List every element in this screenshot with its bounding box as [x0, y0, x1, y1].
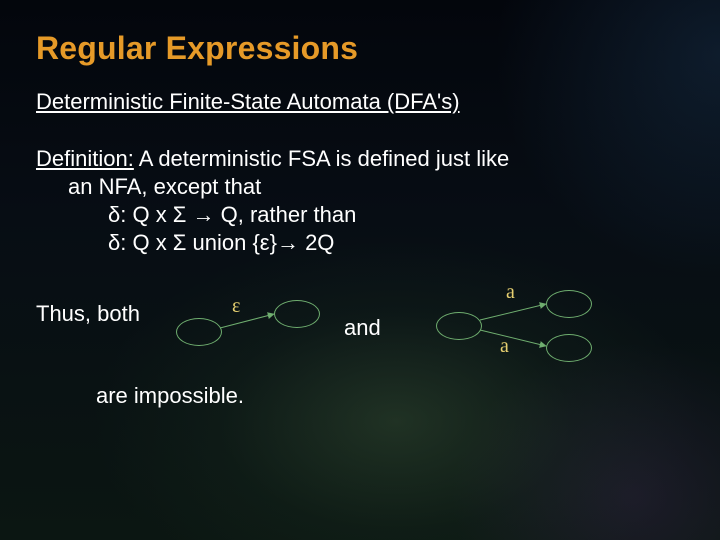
body-text: Definition: A deterministic FSA is defin…: [36, 145, 684, 410]
delta-line1: δ: Q x Σ → Q, rather than: [36, 201, 684, 229]
definition-tail: A deterministic FSA is defined just like: [134, 146, 509, 171]
subtitle: Deterministic Finite-State Automata (DFA…: [36, 89, 684, 115]
impossible-label: are impossible.: [36, 382, 684, 410]
node-eps-src: [176, 318, 222, 346]
node-a-dst2: [546, 334, 592, 362]
diagram-row: Thus, both ε and a a: [36, 286, 684, 376]
definition-label: Definition:: [36, 146, 134, 171]
definition-line1: Definition: A deterministic FSA is defin…: [36, 145, 684, 173]
node-eps-dst: [274, 300, 320, 328]
and-label: and: [344, 314, 381, 342]
page-title: Regular Expressions: [36, 30, 684, 67]
edge-label-a1: a: [506, 280, 515, 306]
delta-line2: δ: Q x Σ union {ε}→ 2Q: [36, 229, 684, 257]
node-a-dst1: [546, 290, 592, 318]
edge-eps: [220, 314, 274, 328]
edge-a2: [480, 330, 546, 346]
edge-label-a2: a: [500, 334, 509, 360]
edge-label-eps: ε: [232, 294, 240, 320]
slide: Regular Expressions Deterministic Finite…: [0, 0, 720, 540]
edge-a1: [480, 304, 546, 320]
definition-line2: an NFA, except that: [36, 173, 684, 201]
thus-label: Thus, both: [36, 300, 140, 328]
node-a-src: [436, 312, 482, 340]
